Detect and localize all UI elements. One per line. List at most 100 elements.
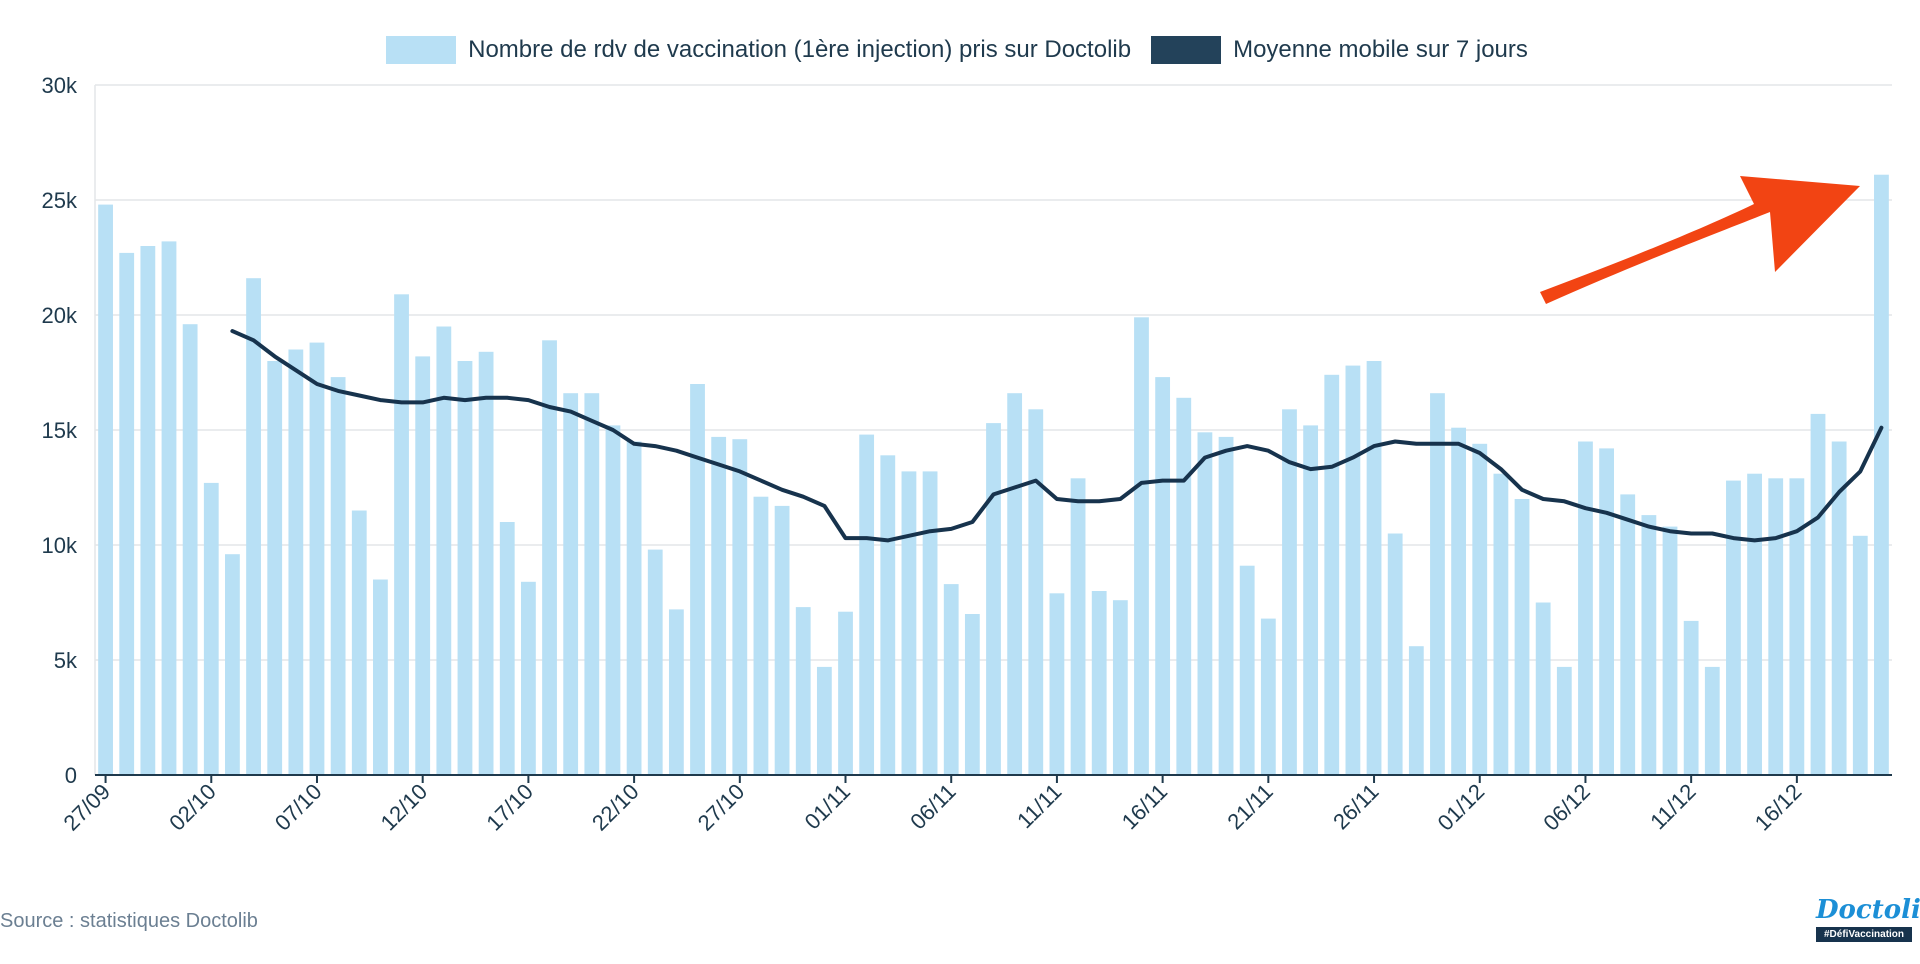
x-tick-label: 06/12 bbox=[1538, 779, 1595, 836]
x-tick-label: 12/10 bbox=[376, 779, 433, 836]
x-tick-label: 16/12 bbox=[1750, 779, 1807, 836]
y-tick-label: 5k bbox=[54, 648, 78, 673]
bar bbox=[668, 609, 684, 775]
bar bbox=[1366, 361, 1382, 775]
bar bbox=[351, 510, 367, 775]
bar bbox=[690, 384, 705, 775]
x-tick-label: 11/12 bbox=[1645, 779, 1700, 834]
bar bbox=[1134, 317, 1149, 775]
bar bbox=[499, 522, 515, 775]
legend-item-bars: Nombre de rdv de vaccination (1ère injec… bbox=[386, 36, 1131, 64]
legend-label-bars: Nombre de rdv de vaccination (1ère injec… bbox=[468, 36, 1132, 63]
legend-label-line: Moyenne mobile sur 7 jours bbox=[1233, 36, 1528, 63]
bar bbox=[1874, 174, 1889, 775]
bar bbox=[1239, 565, 1255, 775]
arrow-icon bbox=[1540, 176, 1860, 304]
bar bbox=[859, 434, 875, 775]
bar bbox=[1535, 602, 1551, 775]
logo-wordmark: Doctolib bbox=[1816, 895, 1920, 925]
x-tick-label: 07/10 bbox=[270, 779, 327, 836]
bar bbox=[1155, 377, 1171, 775]
bar bbox=[1641, 515, 1657, 775]
bar bbox=[330, 377, 346, 775]
bar bbox=[203, 482, 219, 775]
bar bbox=[1218, 436, 1234, 775]
annotation-arrow bbox=[1540, 176, 1860, 304]
x-tick-label: 22/10 bbox=[587, 779, 644, 836]
moving-average-line bbox=[230, 329, 1884, 543]
x-tick-label: 01/11 bbox=[800, 779, 855, 834]
x-tick-label: 06/11 bbox=[905, 779, 960, 834]
bar bbox=[1091, 591, 1107, 775]
bar bbox=[161, 241, 177, 775]
bar bbox=[415, 356, 431, 775]
y-tick-label: 10k bbox=[42, 533, 78, 558]
x-tick-label: 17/10 bbox=[481, 779, 538, 836]
bar bbox=[1387, 533, 1403, 775]
y-tick-label: 25k bbox=[42, 188, 78, 213]
bar bbox=[98, 204, 113, 776]
x-tick-label: 01/12 bbox=[1433, 779, 1490, 836]
bar bbox=[309, 342, 325, 775]
bar bbox=[1028, 409, 1044, 775]
bar bbox=[584, 393, 600, 775]
bar bbox=[520, 581, 536, 775]
bar bbox=[542, 340, 557, 775]
bar bbox=[1007, 393, 1023, 775]
bar bbox=[1578, 441, 1593, 775]
bar bbox=[246, 278, 261, 775]
bar bbox=[1472, 443, 1488, 775]
bar bbox=[394, 294, 409, 775]
bar bbox=[1197, 432, 1213, 775]
bar bbox=[901, 471, 917, 775]
bar bbox=[1704, 666, 1720, 775]
bar bbox=[1408, 646, 1424, 775]
y-tick-label: 20k bbox=[42, 303, 78, 328]
bar bbox=[1176, 397, 1192, 775]
y-tick-label: 15k bbox=[42, 418, 78, 443]
bar bbox=[1282, 409, 1297, 775]
y-tick-label: 0 bbox=[65, 763, 77, 788]
legend-swatch-line bbox=[1151, 36, 1222, 64]
bar bbox=[1260, 618, 1276, 775]
bar bbox=[626, 441, 642, 775]
x-tick-label: 21/11 bbox=[1222, 779, 1277, 834]
bar bbox=[288, 349, 304, 775]
bar bbox=[1831, 441, 1847, 775]
bar bbox=[753, 496, 769, 775]
bar bbox=[373, 579, 388, 775]
bar bbox=[1493, 473, 1509, 775]
bar bbox=[563, 393, 579, 775]
line-series bbox=[230, 329, 1884, 543]
source-note: Source : statistiques Doctolib bbox=[0, 910, 258, 932]
y-axis: 0 5k 10k 15k 20k 25k 30k bbox=[42, 73, 96, 788]
bar bbox=[964, 614, 980, 775]
bar bbox=[1747, 473, 1762, 775]
bar bbox=[774, 505, 790, 775]
bar bbox=[1324, 374, 1340, 775]
bar bbox=[478, 351, 494, 775]
x-tick-label: 26/11 bbox=[1328, 779, 1383, 834]
bar-series bbox=[98, 174, 1889, 776]
bar bbox=[119, 252, 135, 775]
bar bbox=[711, 436, 727, 775]
bar bbox=[457, 361, 473, 775]
bar bbox=[1852, 535, 1868, 775]
x-tick-label: 11/11 bbox=[1012, 779, 1066, 833]
x-axis: 27/09 02/10 07/10 12/10 17/10 22/10 27/10 01/11… bbox=[58, 774, 1892, 836]
bar bbox=[1556, 666, 1572, 775]
bar bbox=[732, 439, 748, 775]
bar bbox=[140, 246, 156, 775]
bar bbox=[605, 425, 621, 775]
bar bbox=[943, 584, 959, 775]
legend-swatch-bars bbox=[386, 36, 457, 64]
bar bbox=[182, 324, 198, 775]
bar bbox=[1620, 494, 1636, 775]
bar bbox=[1662, 526, 1678, 775]
bar bbox=[880, 455, 896, 775]
bar bbox=[838, 611, 853, 775]
doctolib-logo: Doctolib #DéfiVaccination bbox=[1816, 895, 1920, 942]
bar bbox=[1599, 448, 1614, 775]
bar bbox=[922, 471, 938, 775]
